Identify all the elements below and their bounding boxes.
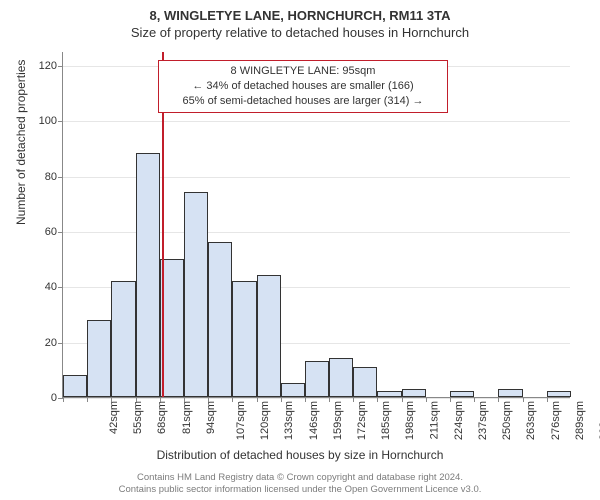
xtick-label: 81sqm — [181, 401, 193, 434]
xtick-label: 263sqm — [525, 401, 537, 440]
xtick-mark — [184, 397, 185, 402]
xtick-label: 172sqm — [356, 401, 368, 440]
xtick-mark — [232, 397, 233, 402]
xtick-mark — [281, 397, 282, 402]
xtick-label: 276sqm — [550, 401, 562, 440]
xtick-label: 133sqm — [284, 401, 296, 440]
histogram-bar — [63, 375, 87, 397]
histogram-bar — [208, 242, 232, 397]
xtick-mark — [208, 397, 209, 402]
xtick-mark — [547, 397, 548, 402]
histogram-bar — [257, 275, 281, 397]
xtick-mark — [329, 397, 330, 402]
xtick-mark — [498, 397, 499, 402]
x-axis-label: Distribution of detached houses by size … — [0, 448, 600, 462]
y-axis-label: Number of detached properties — [14, 60, 28, 225]
xtick-mark — [426, 397, 427, 402]
histogram-bar — [377, 391, 401, 397]
xtick-label: 289sqm — [574, 401, 586, 440]
address-title: 8, WINGLETYE LANE, HORNCHURCH, RM11 3TA — [0, 8, 600, 23]
xtick-label: 250sqm — [501, 401, 513, 440]
ytick-mark — [58, 121, 63, 122]
footer-attribution: Contains HM Land Registry data © Crown c… — [0, 472, 600, 496]
histogram-bar — [547, 391, 571, 397]
annotation-line3: 65% of semi-detached houses are larger (… — [165, 94, 441, 109]
xtick-mark — [474, 397, 475, 402]
xtick-mark — [257, 397, 258, 402]
xtick-label: 224sqm — [453, 401, 465, 440]
footer-line1: Contains HM Land Registry data © Crown c… — [0, 472, 600, 484]
xtick-mark — [63, 397, 64, 402]
histogram-bar — [281, 383, 305, 397]
ytick-label: 0 — [51, 392, 57, 404]
xtick-label: 42sqm — [108, 401, 120, 434]
xtick-mark — [87, 397, 88, 402]
annotation-line2: ← 34% of detached houses are smaller (16… — [165, 79, 441, 94]
xtick-mark — [353, 397, 354, 402]
ytick-label: 40 — [45, 281, 57, 293]
ytick-label: 60 — [45, 226, 57, 238]
ytick-mark — [58, 66, 63, 67]
xtick-mark — [377, 397, 378, 402]
ytick-label: 100 — [39, 115, 57, 127]
xtick-label: 146sqm — [308, 401, 320, 440]
histogram-bar — [184, 192, 208, 397]
xtick-label: 211sqm — [428, 401, 440, 439]
xtick-label: 68sqm — [157, 401, 169, 434]
xtick-label: 107sqm — [235, 401, 247, 440]
histogram-bar — [450, 391, 474, 397]
ytick-label: 20 — [45, 337, 57, 349]
xtick-label: 94sqm — [205, 401, 217, 434]
ytick-mark — [58, 343, 63, 344]
title-block: 8, WINGLETYE LANE, HORNCHURCH, RM11 3TA … — [0, 0, 600, 40]
xtick-label: 55sqm — [132, 401, 144, 434]
subtitle: Size of property relative to detached ho… — [0, 25, 600, 40]
histogram-bar — [305, 361, 329, 397]
footer-line2: Contains public sector information licen… — [0, 484, 600, 496]
annotation-box: 8 WINGLETYE LANE: 95sqm← 34% of detached… — [158, 60, 448, 113]
xtick-label: 198sqm — [405, 401, 417, 440]
ytick-mark — [58, 287, 63, 288]
xtick-label: 120sqm — [259, 401, 271, 440]
xtick-label: 237sqm — [477, 401, 489, 440]
histogram-bar — [87, 320, 111, 398]
xtick-mark — [111, 397, 112, 402]
annotation-line1: 8 WINGLETYE LANE: 95sqm — [165, 64, 441, 79]
histogram-bar — [329, 358, 353, 397]
ytick-mark — [58, 232, 63, 233]
xtick-mark — [450, 397, 451, 402]
chart-container: 8, WINGLETYE LANE, HORNCHURCH, RM11 3TA … — [0, 0, 600, 500]
xtick-mark — [305, 397, 306, 402]
ytick-label: 120 — [39, 60, 57, 72]
xtick-label: 159sqm — [332, 401, 344, 440]
histogram-bar — [402, 389, 426, 397]
plot-area: 02040608010012042sqm55sqm68sqm81sqm94sqm… — [62, 52, 570, 398]
histogram-bar — [232, 281, 256, 397]
xtick-mark — [160, 397, 161, 402]
xtick-mark — [402, 397, 403, 402]
xtick-label: 185sqm — [380, 401, 392, 440]
gridline — [63, 121, 570, 122]
histogram-bar — [498, 389, 522, 397]
gridline — [63, 398, 570, 399]
ytick-mark — [58, 177, 63, 178]
histogram-bar — [111, 281, 135, 397]
histogram-bar — [353, 367, 377, 397]
ytick-label: 80 — [45, 171, 57, 183]
xtick-mark — [136, 397, 137, 402]
xtick-mark — [523, 397, 524, 402]
histogram-bar — [136, 153, 160, 397]
